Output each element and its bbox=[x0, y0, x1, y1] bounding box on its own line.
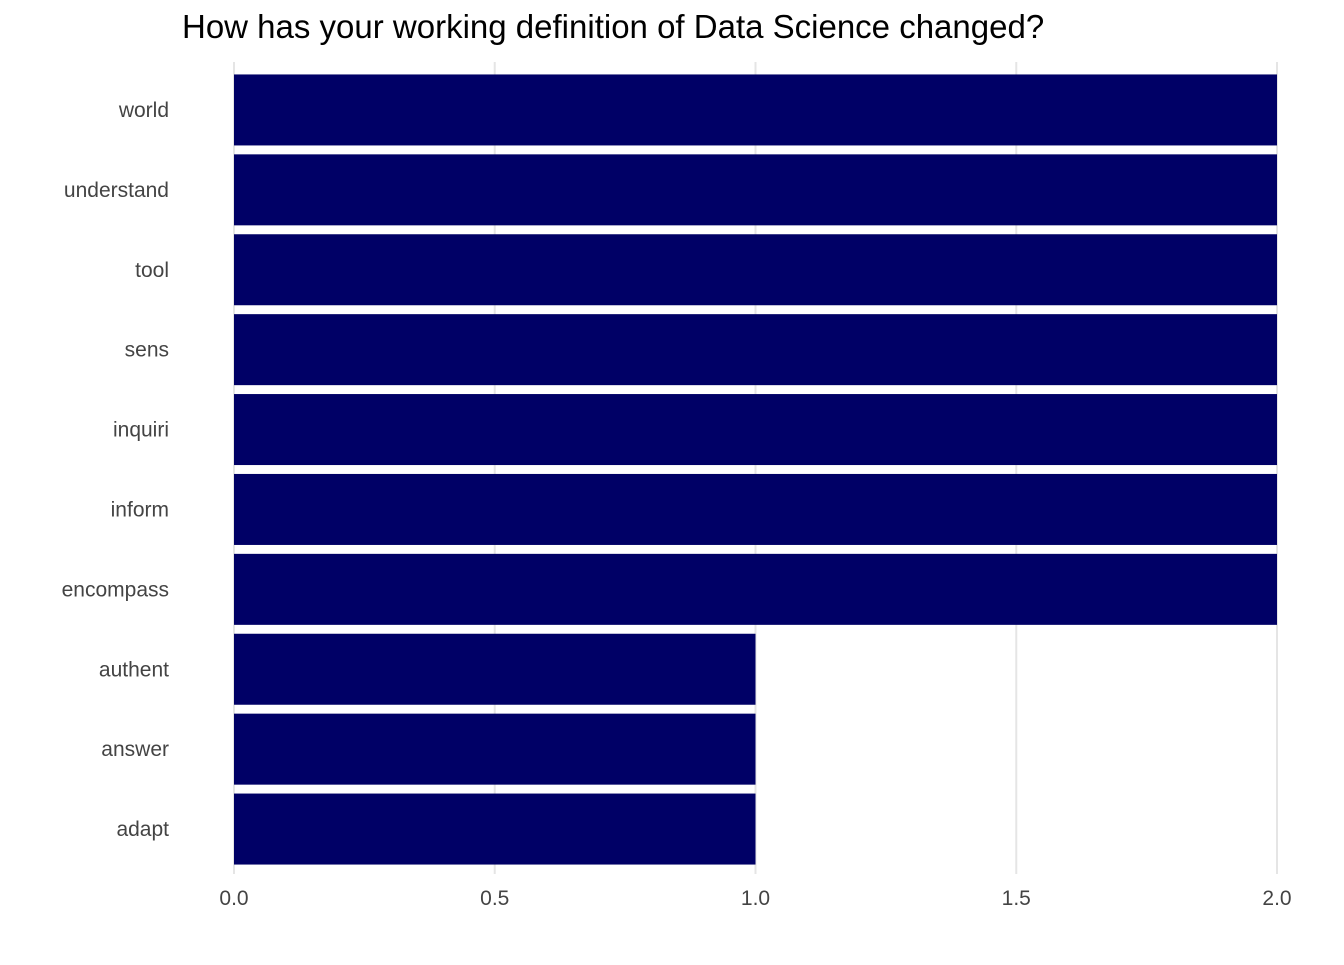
bar-inform bbox=[234, 473, 1277, 545]
y-tick-labels: world understand tool sens inquiri inform enco… bbox=[62, 99, 170, 841]
y-tick-label-encompass: encompass bbox=[62, 578, 169, 601]
x-tick-labels: 0.0 0.5 1.0 1.5 2.0 bbox=[219, 887, 1291, 910]
bar-authent bbox=[234, 633, 756, 705]
y-tick-label-understand: understand bbox=[64, 179, 169, 202]
bar-inquiri bbox=[234, 394, 1277, 466]
x-tick-label: 1.0 bbox=[741, 887, 770, 910]
x-tick-label: 0.5 bbox=[480, 887, 509, 910]
y-tick-label-inform: inform bbox=[111, 498, 169, 521]
bar-sens bbox=[234, 314, 1277, 386]
x-tick-label: 2.0 bbox=[1262, 887, 1291, 910]
bar-world bbox=[234, 74, 1277, 146]
y-tick-label-world: world bbox=[118, 99, 169, 122]
y-tick-label-inquiri: inquiri bbox=[113, 419, 169, 442]
chart-title: How has your working definition of Data … bbox=[182, 8, 1045, 45]
y-tick-label-adapt: adapt bbox=[116, 818, 169, 841]
bar-adapt bbox=[234, 793, 756, 865]
bar-answer bbox=[234, 713, 756, 785]
bar-tool bbox=[234, 234, 1277, 306]
y-tick-label-authent: authent bbox=[99, 658, 169, 681]
y-tick-label-answer: answer bbox=[101, 738, 169, 761]
x-tick-label: 1.5 bbox=[1002, 887, 1031, 910]
bars bbox=[234, 74, 1277, 865]
y-tick-label-sens: sens bbox=[125, 339, 169, 362]
bar-understand bbox=[234, 154, 1277, 226]
bar-encompass bbox=[234, 553, 1277, 625]
x-tick-label: 0.0 bbox=[219, 887, 248, 910]
y-tick-label-tool: tool bbox=[135, 259, 169, 282]
